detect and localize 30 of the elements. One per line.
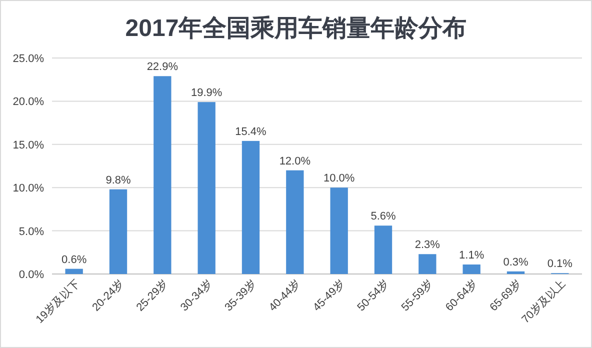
x-tick-label: 70岁及以上 bbox=[519, 276, 568, 326]
bar bbox=[198, 102, 216, 274]
y-tick-label: 20.0% bbox=[12, 96, 44, 108]
data-label: 15.4% bbox=[235, 126, 267, 138]
data-label: 0.1% bbox=[547, 258, 573, 270]
bar bbox=[330, 188, 348, 274]
y-tick-label: 25.0% bbox=[12, 53, 44, 65]
bar bbox=[109, 189, 128, 274]
data-label: 19.9% bbox=[190, 87, 222, 100]
data-label: 12.0% bbox=[279, 155, 311, 168]
bar bbox=[286, 170, 304, 274]
data-label: 10.0% bbox=[323, 172, 355, 185]
title: 2017年全国乘用车销量年龄分布 bbox=[125, 15, 467, 42]
y-tick-label: 15.0% bbox=[12, 139, 44, 152]
bar bbox=[374, 226, 392, 274]
bar bbox=[154, 76, 172, 274]
bar bbox=[65, 268, 83, 274]
data-label: 1.1% bbox=[459, 249, 484, 262]
data-label: 5.6% bbox=[370, 210, 396, 223]
data-label: 0.6% bbox=[62, 254, 87, 266]
y-tick-label: 10.0% bbox=[12, 182, 44, 195]
bar bbox=[506, 271, 525, 274]
y-tick-label: 5.0% bbox=[18, 226, 44, 238]
data-label: 9.8% bbox=[106, 174, 131, 186]
bar bbox=[418, 254, 436, 274]
data-label: 0.3% bbox=[503, 256, 528, 268]
bar bbox=[242, 140, 260, 274]
bar bbox=[462, 264, 480, 274]
data-label: 22.9% bbox=[146, 61, 178, 74]
data-label: 2.3% bbox=[414, 239, 440, 252]
